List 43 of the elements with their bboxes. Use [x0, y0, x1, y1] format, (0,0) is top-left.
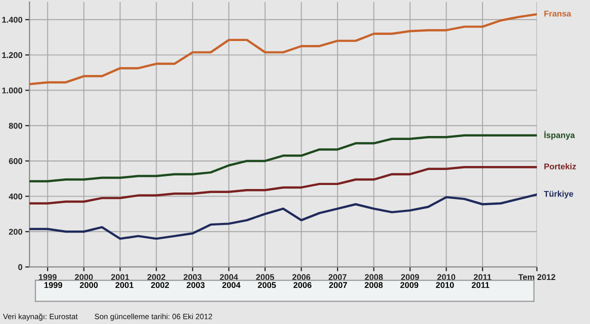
x2-tick-label: 2002 [151, 282, 169, 288]
x2-tick-label: 2008 [364, 282, 383, 288]
y-tick-label: 600 [8, 158, 22, 164]
x-tick-label: 2011 [474, 274, 492, 280]
line-series [30, 193, 537, 240]
x-tick-label: 2005 [256, 274, 274, 280]
x-tick-label: 2003 [184, 274, 202, 280]
x2-tick-label: 2005 [258, 282, 276, 288]
x2-tick-label: 2007 [329, 282, 347, 288]
x-tick-label: 2008 [364, 274, 383, 280]
x2-tick-label: 2006 [294, 282, 312, 288]
x2-tick-label: 2000 [80, 282, 98, 288]
y-tick-label: 1.400 [2, 16, 22, 23]
x-tick-label: 2002 [147, 274, 166, 280]
line-series [30, 166, 537, 204]
x-tick-label: 2004 [220, 274, 238, 280]
y-tick-label: 1.200 [2, 52, 22, 58]
y-tick-label: 400 [8, 194, 22, 200]
series-label: Portekiz [544, 163, 576, 170]
x2-tick-label: 2001 [115, 282, 134, 288]
series-label: Fransa [544, 10, 572, 17]
x-tick-label: 2006 [292, 274, 310, 280]
x2-tick-label: 2010 [436, 282, 454, 288]
x-tick-label: Tem 2012 [518, 274, 556, 280]
x2-tick-label: 2003 [186, 282, 205, 288]
x-tick-label: 2009 [401, 274, 420, 280]
y-tick-label: 0 [18, 264, 22, 270]
x2-tick-label: 1999 [44, 282, 62, 288]
x2-tick-label: 2011 [472, 282, 490, 288]
x-tick-label: 2007 [328, 274, 346, 280]
line-series [30, 13, 537, 86]
y-tick-label: 1.000 [2, 87, 22, 94]
y-tick-label: 800 [8, 122, 22, 129]
x-tick-label: 1999 [38, 274, 57, 280]
x-tick-label: 2010 [437, 274, 456, 280]
line-series [30, 134, 537, 182]
series-label: İspanya [544, 130, 575, 140]
y-tick-label: 200 [8, 228, 22, 235]
series-label: Türkiye [544, 190, 574, 198]
x2-tick-label: 2004 [222, 282, 240, 288]
x2-tick-label: 2009 [400, 282, 418, 288]
x-tick-label: 2000 [74, 274, 93, 280]
x-tick-label: 2001 [111, 274, 130, 280]
